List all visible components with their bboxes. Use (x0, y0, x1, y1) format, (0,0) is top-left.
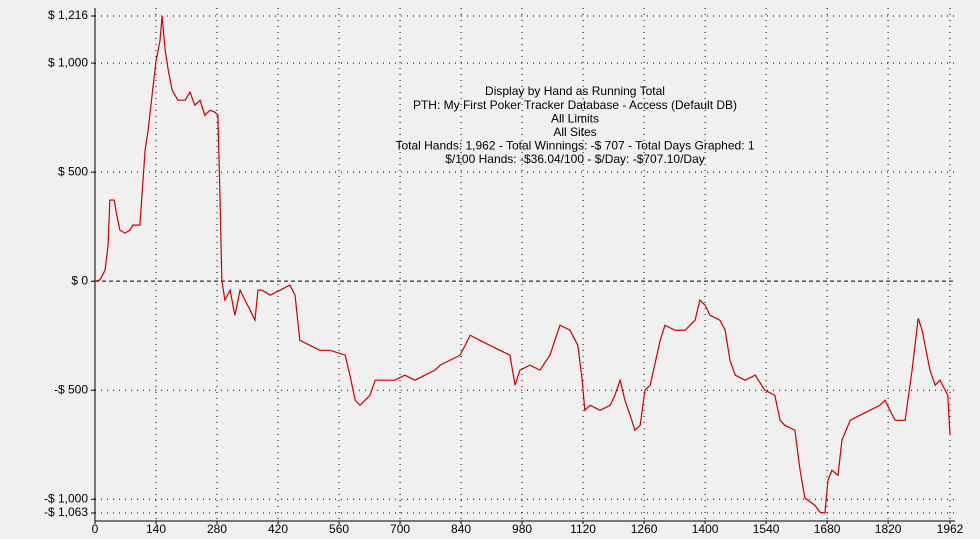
y-tick-label: $ 0 (71, 273, 88, 287)
x-tick-label: 1962 (937, 522, 964, 536)
y-tick-label: -$ 1,063 (44, 505, 88, 519)
x-tick-label: 840 (451, 522, 471, 536)
annotation: All Limits (551, 111, 599, 125)
x-tick-label: 140 (146, 522, 166, 536)
x-tick-label: 1540 (753, 522, 780, 536)
x-tick-label: 1680 (814, 522, 841, 536)
x-tick-label: 700 (390, 522, 410, 536)
annotation: All Sites (553, 125, 596, 139)
y-tick-label: $ 500 (58, 164, 88, 178)
x-tick-label: 560 (329, 522, 349, 536)
x-tick-label: 280 (207, 522, 227, 536)
x-tick-label: 980 (512, 522, 532, 536)
annotation: Display by Hand as Running Total (485, 84, 665, 98)
x-tick-label: 1820 (875, 522, 902, 536)
annotation: Total Hands: 1,962 - Total Winnings: -$ … (395, 139, 754, 153)
x-tick-label: 1260 (631, 522, 658, 536)
x-tick-label: 420 (268, 522, 288, 536)
x-tick-label: 1120 (570, 522, 596, 536)
y-tick-label: $ 1,216 (48, 8, 88, 22)
x-tick-label: 0 (92, 522, 99, 536)
annotation: $/100 Hands: -$36.04/100 - $/Day: -$707.… (445, 152, 705, 166)
line-series (94, 15, 951, 514)
x-tick-label: 1400 (692, 522, 719, 536)
y-tick-label: $ 1,000 (48, 55, 88, 69)
y-tick-label: -$ 1,000 (44, 491, 88, 505)
annotation: PTH: My First Poker Tracker Database - A… (413, 98, 737, 112)
y-tick-label: -$ 500 (54, 382, 88, 396)
